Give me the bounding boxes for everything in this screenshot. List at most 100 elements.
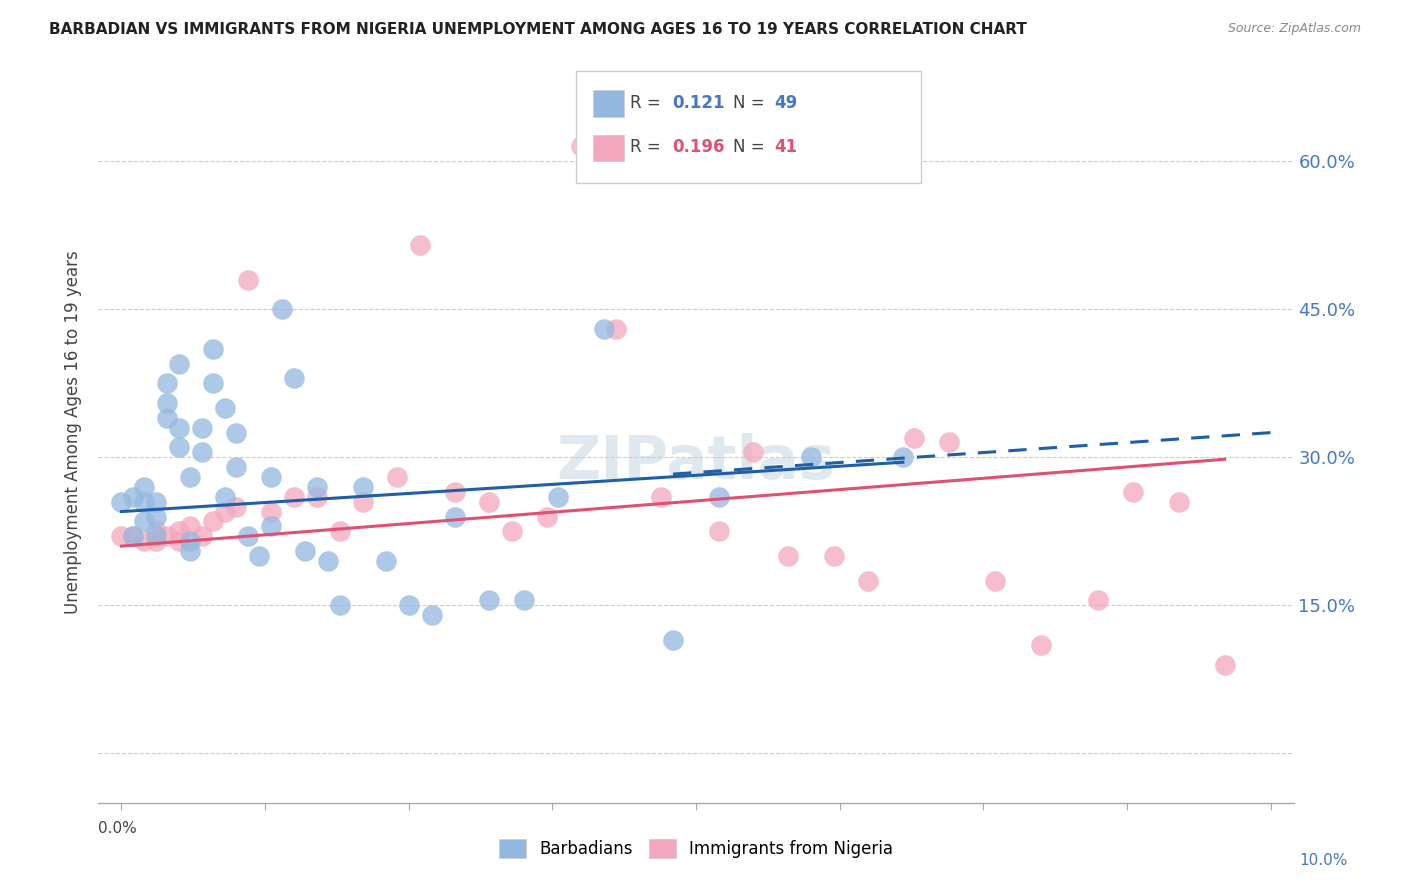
Point <box>374 554 396 568</box>
Point <box>305 480 328 494</box>
Point <box>650 490 672 504</box>
Point <box>167 441 190 455</box>
Point <box>167 357 190 371</box>
Point <box>283 490 305 504</box>
Point <box>984 574 1007 588</box>
Text: 10.0%: 10.0% <box>1299 853 1348 868</box>
Point <box>225 460 247 475</box>
Point <box>202 342 225 356</box>
Point <box>1087 593 1109 607</box>
Point <box>247 549 270 563</box>
Point <box>156 410 179 425</box>
Point <box>420 608 443 623</box>
Point <box>145 534 167 549</box>
Text: R =: R = <box>630 94 666 112</box>
Text: 49: 49 <box>775 94 799 112</box>
Point <box>409 238 432 252</box>
Point <box>662 632 685 647</box>
Point <box>329 524 352 539</box>
Point <box>260 519 283 533</box>
Text: 0.121: 0.121 <box>672 94 724 112</box>
Point <box>512 593 534 607</box>
Point <box>569 139 592 153</box>
Point <box>122 529 145 543</box>
Point <box>122 529 145 543</box>
Text: BARBADIAN VS IMMIGRANTS FROM NIGERIA UNEMPLOYMENT AMONG AGES 16 TO 19 YEARS CORR: BARBADIAN VS IMMIGRANTS FROM NIGERIA UNE… <box>49 22 1028 37</box>
Point <box>271 302 294 317</box>
Point <box>179 470 201 484</box>
Point <box>903 431 925 445</box>
Point <box>156 396 179 410</box>
Point <box>352 480 374 494</box>
Point <box>191 529 214 543</box>
Point <box>145 509 167 524</box>
Point <box>593 322 616 336</box>
Legend: Barbadians, Immigrants from Nigeria: Barbadians, Immigrants from Nigeria <box>492 833 900 865</box>
Point <box>742 445 765 459</box>
Text: R =: R = <box>630 138 666 156</box>
Point <box>352 494 374 508</box>
Text: N =: N = <box>733 94 769 112</box>
Point <box>938 435 960 450</box>
Point <box>478 593 501 607</box>
Point <box>110 494 132 508</box>
Point <box>329 599 352 613</box>
Point <box>191 445 214 459</box>
Point <box>260 505 283 519</box>
Point <box>316 554 339 568</box>
Point <box>110 529 132 543</box>
Text: 0.196: 0.196 <box>672 138 724 156</box>
Point <box>156 529 179 543</box>
Point <box>776 549 799 563</box>
Point <box>605 322 627 336</box>
Point <box>707 490 730 504</box>
Point <box>167 524 190 539</box>
Point <box>225 500 247 514</box>
Point <box>145 529 167 543</box>
Point <box>800 450 823 465</box>
Point <box>214 401 236 415</box>
Point <box>891 450 914 465</box>
Point <box>191 420 214 434</box>
Point <box>156 376 179 391</box>
Point <box>385 470 409 484</box>
Point <box>179 534 201 549</box>
Point <box>134 534 156 549</box>
Point <box>305 490 328 504</box>
Point <box>167 534 190 549</box>
Point <box>1167 494 1189 508</box>
Point <box>236 272 259 286</box>
Point <box>145 494 167 508</box>
Point <box>122 490 145 504</box>
Point <box>202 515 225 529</box>
Point <box>1122 484 1144 499</box>
Point <box>260 470 283 484</box>
Text: 41: 41 <box>775 138 797 156</box>
Point <box>547 490 569 504</box>
Point <box>536 509 558 524</box>
Point <box>443 484 465 499</box>
Point <box>283 371 305 385</box>
Point <box>214 505 236 519</box>
Text: N =: N = <box>733 138 769 156</box>
Text: 0.0%: 0.0% <box>98 821 138 836</box>
Point <box>145 524 167 539</box>
Y-axis label: Unemployment Among Ages 16 to 19 years: Unemployment Among Ages 16 to 19 years <box>65 251 83 615</box>
Point <box>225 425 247 440</box>
Point <box>214 490 236 504</box>
Point <box>443 509 465 524</box>
Point <box>202 376 225 391</box>
Text: ZIPatlas: ZIPatlas <box>557 433 835 491</box>
Point <box>1029 638 1052 652</box>
Point <box>858 574 880 588</box>
Point <box>167 420 190 434</box>
Point <box>478 494 501 508</box>
Point <box>134 515 156 529</box>
Point <box>707 524 730 539</box>
Point <box>294 544 316 558</box>
Point <box>823 549 845 563</box>
Point <box>501 524 523 539</box>
Point <box>134 494 156 508</box>
Point <box>179 519 201 533</box>
Point <box>236 529 259 543</box>
